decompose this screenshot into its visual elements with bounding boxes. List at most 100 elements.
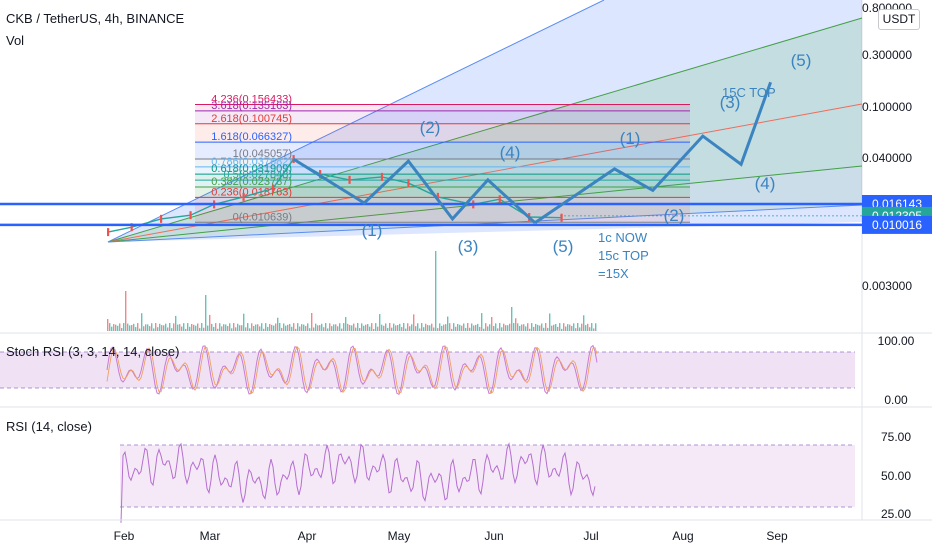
- volume-bar: [595, 323, 597, 331]
- volume-bar: [177, 324, 179, 331]
- volume-bar: [499, 323, 501, 331]
- wave-label: (5): [791, 51, 812, 70]
- volume-bar: [413, 314, 415, 331]
- volume-bar: [321, 323, 323, 331]
- volume-bar: [489, 324, 491, 331]
- volume-bar: [147, 324, 149, 331]
- volume-bar: [209, 314, 211, 331]
- volume-bar: [207, 325, 209, 331]
- volume-bar: [587, 323, 589, 331]
- volume-bar: [589, 327, 591, 331]
- rsi-legend: RSI (14, close): [6, 419, 92, 434]
- wave-label: (5): [553, 237, 574, 256]
- volume-bar: [479, 326, 481, 331]
- volume-bar: [407, 323, 409, 331]
- volume-bar: [159, 323, 161, 331]
- fib-level-label: 1.618(0.066327): [211, 131, 292, 143]
- volume-bar: [333, 324, 335, 331]
- volume-bar: [295, 328, 297, 331]
- volume-bar: [179, 324, 181, 331]
- volume-bar: [117, 325, 119, 331]
- volume-bar: [387, 328, 389, 331]
- volume-bar: [151, 323, 153, 331]
- volume-bar: [377, 326, 379, 331]
- volume-bar: [549, 313, 551, 331]
- volume-bar: [187, 323, 189, 331]
- volume-bar: [175, 315, 177, 331]
- volume-bar: [465, 327, 467, 331]
- volume-bar: [237, 323, 239, 331]
- price-candle: [407, 179, 410, 188]
- time-axis-tick: Sep: [766, 529, 788, 543]
- volume-bar: [233, 323, 235, 331]
- volume-bar: [493, 326, 495, 331]
- volume-bar: [375, 323, 377, 331]
- volume-legend: Vol: [6, 33, 25, 48]
- volume-bar: [201, 323, 203, 331]
- volume-bar: [181, 326, 183, 331]
- price-candle: [271, 184, 275, 193]
- volume-bar: [491, 317, 493, 331]
- fib-level-label: 2.618(0.100745): [211, 113, 292, 125]
- fan-line: [107, 204, 863, 243]
- currency-button[interactable]: USDT: [878, 9, 920, 30]
- volume-bar: [555, 323, 557, 331]
- wave-label: (4): [500, 143, 521, 162]
- fan-line: [107, 103, 863, 243]
- volume-bar: [107, 319, 109, 331]
- volume-bar: [477, 323, 479, 331]
- volume-bar: [165, 323, 167, 331]
- volume-bar: [365, 324, 367, 331]
- volume-bar: [421, 323, 423, 331]
- fib-level-label: 0.382(0.023787): [211, 176, 292, 188]
- volume-bar: [345, 317, 347, 331]
- volume-bar: [483, 328, 485, 331]
- volume-bar: [441, 325, 443, 331]
- volume-bar: [575, 328, 577, 331]
- volume-bar: [367, 324, 369, 331]
- fib-level-label: 0.5(0.027848): [224, 169, 293, 181]
- volume-bar: [535, 323, 537, 331]
- volume-bar: [561, 328, 563, 331]
- volume-bar: [417, 323, 419, 331]
- volume-bar: [129, 325, 131, 331]
- volume-bar: [515, 318, 517, 331]
- volume-bar: [363, 325, 365, 331]
- volume-bar: [443, 324, 445, 331]
- volume-bar: [447, 316, 449, 331]
- price-axis-tick: 0.040000: [862, 151, 912, 165]
- volume-bar: [353, 323, 355, 331]
- rsi-line: [120, 441, 596, 523]
- time-axis-tick: Jul: [583, 529, 598, 543]
- volume-bar: [191, 323, 193, 331]
- volume-bar: [229, 323, 231, 331]
- volume-bar: [351, 325, 353, 331]
- volume-bar: [467, 323, 469, 331]
- volume-bar: [343, 323, 345, 331]
- time-axis-tick: Aug: [672, 529, 693, 543]
- volume-bar: [203, 327, 205, 331]
- volume-bar: [559, 323, 561, 331]
- volume-bar: [565, 326, 567, 331]
- price-candle: [160, 214, 163, 223]
- volume-bar: [261, 323, 263, 331]
- rsi-band: [120, 445, 855, 507]
- volume-bar: [141, 313, 143, 331]
- volume-bar: [383, 325, 385, 331]
- volume-bar: [131, 324, 133, 331]
- volume-bar: [169, 323, 171, 331]
- volume-bar: [485, 323, 487, 331]
- fib-band: [195, 110, 690, 124]
- volume-bar: [263, 328, 265, 331]
- volume-bar: [431, 323, 433, 331]
- symbol-title[interactable]: CKB / TetherUS, 4h, BINANCE: [6, 11, 185, 26]
- volume-bar: [313, 327, 315, 331]
- volume-bar: [275, 323, 277, 331]
- volume-bar: [193, 324, 195, 331]
- price-axis-tick: 0.300000: [862, 48, 912, 62]
- volume-bar: [337, 326, 339, 331]
- volume-bar: [309, 328, 311, 331]
- volume-bar: [267, 326, 269, 331]
- volume-bar: [205, 295, 207, 331]
